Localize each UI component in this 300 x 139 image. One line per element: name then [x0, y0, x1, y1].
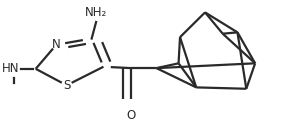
Text: HN: HN — [2, 62, 20, 75]
Text: N: N — [52, 38, 61, 51]
Text: NH₂: NH₂ — [85, 6, 107, 19]
Text: O: O — [127, 109, 136, 122]
Text: S: S — [63, 79, 70, 92]
